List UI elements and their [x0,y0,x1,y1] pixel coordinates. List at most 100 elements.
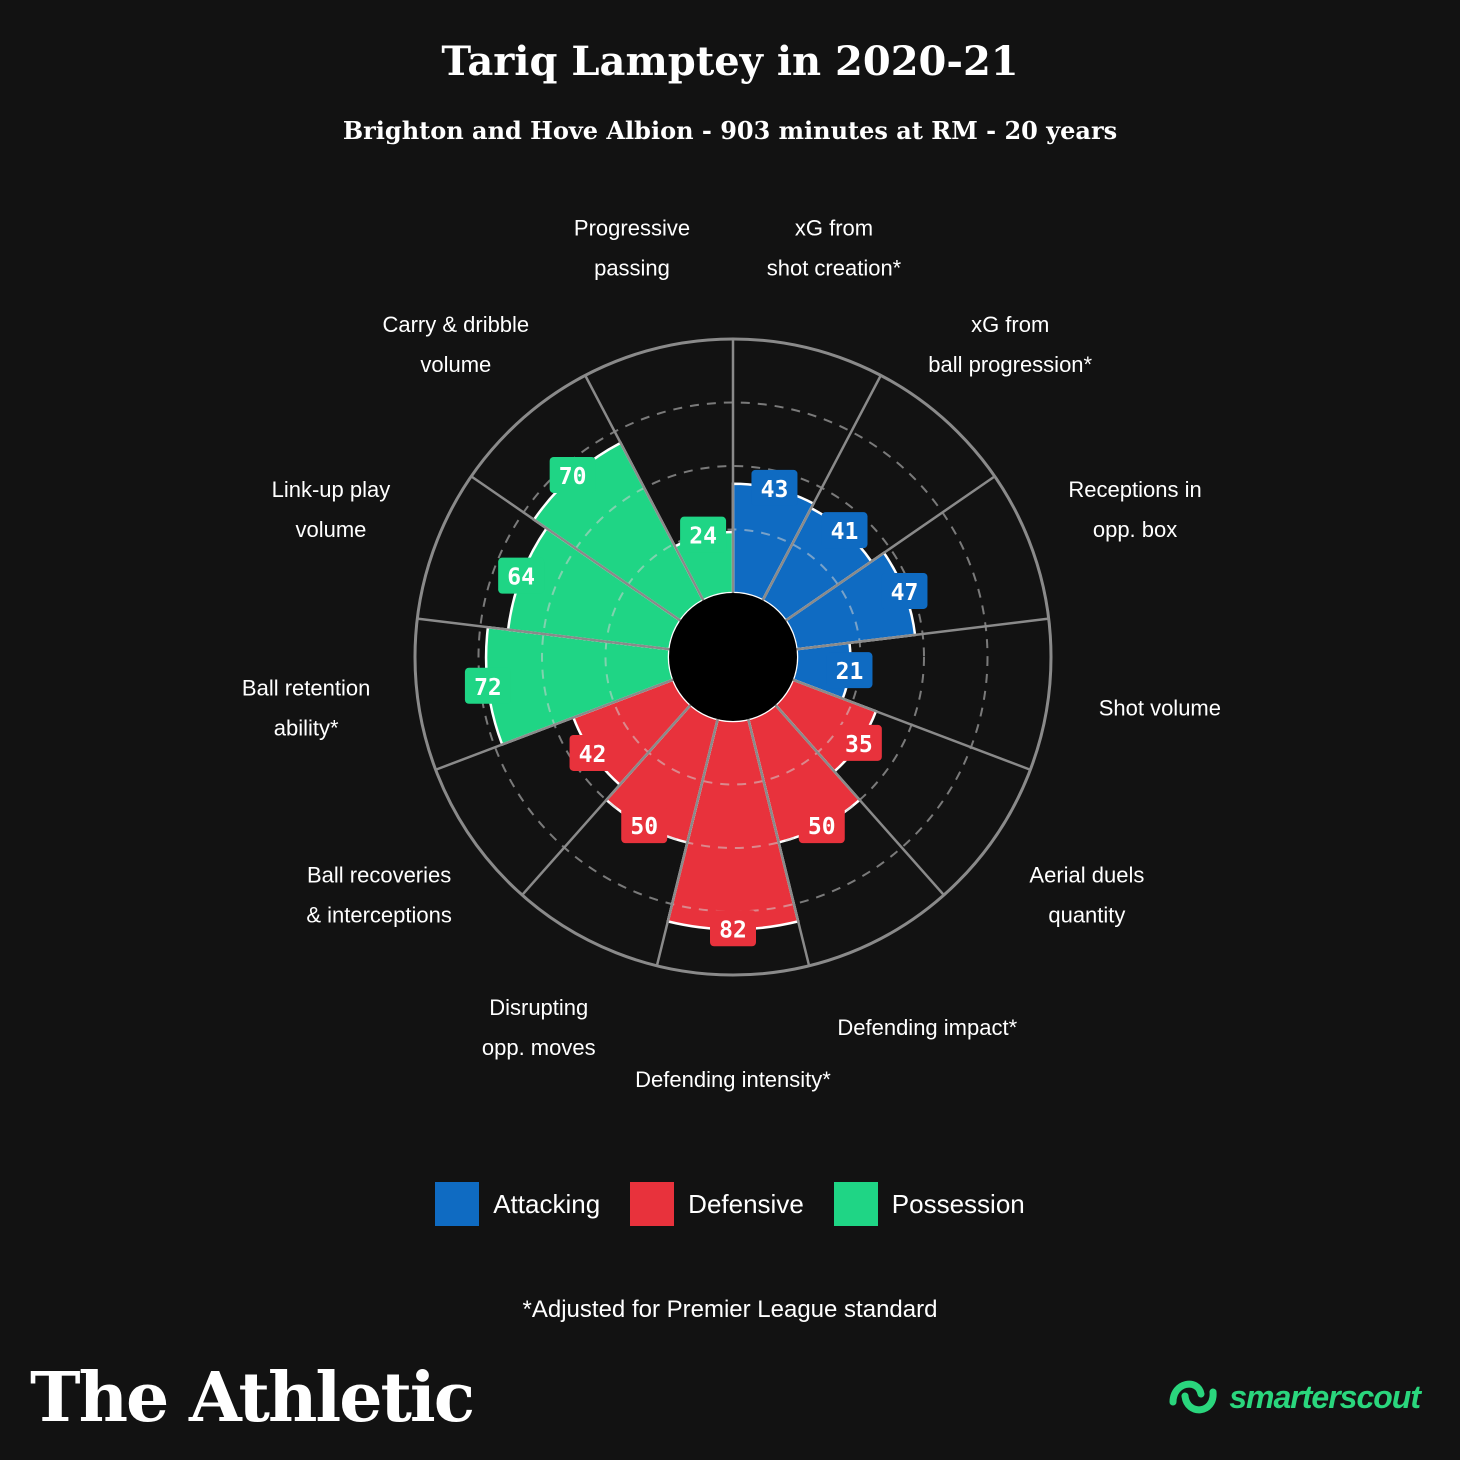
legend-swatch-possession [833,1182,878,1226]
category-label-line: & interceptions [306,902,452,927]
category-label-12: Carry & dribble volume [382,312,529,377]
value-label-3: 47 [881,572,928,609]
spoke-11 [417,617,670,651]
chart-title: Tariq Lamptey in 2020-21 [441,38,1019,85]
value-label-bg [549,457,596,494]
category-label-line: Shot volume [1099,695,1221,720]
category-label-1: xG from shot creation* [767,215,902,280]
value-label-bg [464,667,511,704]
category-label-10: Ball retention ability* [242,675,370,740]
spoke-4 [796,617,1049,651]
spoke-10 [435,678,674,771]
category-label-7: Defending intensity* [635,1067,831,1092]
legend-label-defensive: Defensive [688,1188,804,1219]
category-label-line: Progressive [574,215,690,240]
grid-circle-50 [541,465,925,849]
value-label-bg [835,724,882,761]
value-label-text: 64 [507,565,535,591]
the-athletic-logo: The Athletic [30,1358,475,1438]
value-label-text: 41 [831,519,859,545]
legend-label-possession: Possession [891,1188,1025,1219]
value-label-text: 42 [579,742,607,768]
category-label-line: ability* [274,715,339,740]
category-label-3: Receptions in opp. box [1068,477,1201,542]
legend-swatch-attacking [435,1182,480,1226]
category-label-line: ball progression* [928,352,1092,377]
value-label-bg [798,807,845,844]
legend-label-attacking: Attacking [493,1188,601,1219]
category-label-6: Defending impact* [837,1015,1017,1040]
legend-item-defensive: Defensive [630,1182,804,1226]
category-label-8: Disrupting opp. moves [482,995,596,1060]
category-label-line: Ball recoveries [307,862,451,887]
category-label-13: Progressive passing [574,215,690,280]
spoke-9 [521,704,692,896]
spoke-13 [584,374,705,601]
chart-subtitle: Brighton and Hove Albion - 903 minutes a… [342,116,1118,145]
spoke-7 [747,718,811,967]
value-label-8: 50 [621,807,668,844]
value-label-text: 82 [719,917,747,943]
category-label-line: shot creation* [767,255,902,280]
category-label-line: Ball retention [242,675,370,700]
category-label-line: Link-up play [272,477,391,502]
spoke-3 [784,475,996,622]
value-label-6: 50 [798,807,845,844]
value-label-10: 72 [464,667,511,704]
category-label-line: Receptions in [1068,477,1201,502]
legend: Attacking Defensive Possession [0,1182,1460,1226]
spoke-5 [792,678,1031,771]
category-label-2: xG from ball progression* [928,312,1092,377]
value-label-bg [680,516,727,553]
value-label-text: 72 [474,675,502,701]
spoke-6 [774,704,945,896]
value-label-11: 64 [498,557,545,594]
legend-swatch-defensive [630,1182,675,1226]
value-label-7: 82 [710,910,756,947]
category-label-line: Aerial duels [1029,862,1144,887]
spoke-8 [655,718,719,967]
category-label-4: Shot volume [1099,695,1221,720]
category-label-line: passing [594,255,670,280]
value-label-bg [498,557,545,594]
category-label-line: Defending impact* [837,1015,1017,1040]
value-label-text: 70 [559,464,587,490]
value-label-text: 21 [836,659,864,685]
legend-item-possession: Possession [833,1182,1025,1226]
footnote: *Adjusted for Premier League standard [522,1296,938,1323]
category-label-11: Link-up play volume [272,477,391,542]
category-label-line: volume [420,352,491,377]
value-label-text: 35 [845,732,873,758]
spoke-12 [470,475,682,622]
category-label-line: volume [295,517,366,542]
category-label-line: quantity [1048,902,1125,927]
category-label-line: Disrupting [489,995,588,1020]
value-label-bg [621,807,668,844]
value-label-bg [569,734,616,771]
category-label-line: Carry & dribble [382,312,529,337]
value-label-1: 43 [751,469,798,506]
category-label-line: xG from [971,312,1049,337]
value-label-12: 70 [549,457,596,494]
spoke-2 [761,374,882,601]
category-label-line: opp. box [1093,517,1177,542]
value-label-text: 50 [808,814,836,840]
category-label-9: Ball recoveries & interceptions [306,862,452,927]
smarterscout-icon [1169,1380,1217,1414]
value-label-bg [751,469,798,506]
smarterscout-logo: smarterscout [1163,1372,1421,1422]
value-label-2: 41 [821,512,868,549]
legend-item-attacking: Attacking [435,1182,600,1226]
value-label-text: 43 [761,477,789,503]
value-label-5: 35 [835,724,882,761]
category-label-5: Aerial duels quantity [1029,862,1144,927]
smarterscout-wordmark: smarterscout [1229,1378,1421,1415]
value-label-4: 21 [826,652,873,689]
category-label-line: opp. moves [482,1035,596,1060]
value-label-bg [821,512,868,549]
center-hole [669,593,797,721]
value-label-bg [826,652,873,689]
value-label-text: 47 [891,580,919,606]
value-label-text: 50 [630,814,658,840]
